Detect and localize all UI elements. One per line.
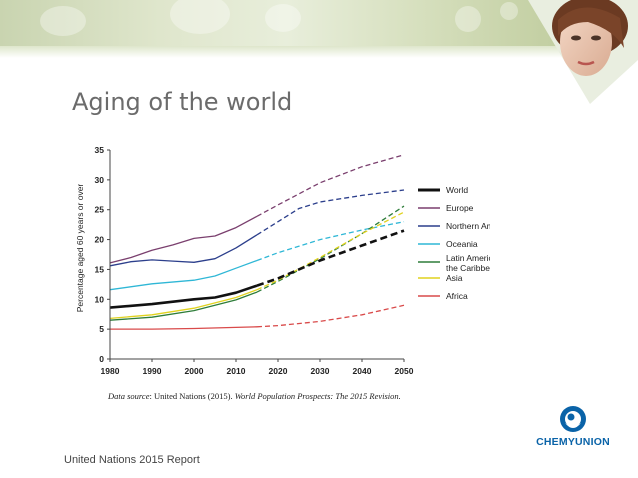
series-projection-latin-america-and-the-caribbean [256,205,405,293]
series-line-oceania [109,259,258,291]
slide-title: Aging of the world [72,88,293,116]
x-tick-label: 2010 [227,366,246,376]
x-axis: 1980 1990 2000 2010 2020 2030 2040 2050 [101,358,414,376]
data-source-title: World Population Prospects: The 2015 Rev… [234,391,401,401]
y-tick-label: 0 [99,354,104,364]
x-tick-label: 1990 [143,366,162,376]
data-source-citation: : United Nations (2015). [149,391,235,401]
legend-label-world: World [446,185,468,195]
x-tick-label: 2000 [185,366,204,376]
legend-label-oceania: Oceania [446,239,478,249]
series-line-northern-america [109,234,258,267]
y-tick-label: 15 [95,264,105,274]
legend-label-northern-america: Northern America [446,221,490,231]
series-line-europe [109,215,258,264]
chemyunion-logo: CHEMYUNION [532,405,614,451]
y-tick-label: 25 [95,205,105,215]
logo-text: CHEMYUNION [536,436,610,448]
x-tick-label: 2020 [269,366,288,376]
x-tick-label: 2030 [311,366,330,376]
series-line-latin-america-and-the-caribbean [109,291,258,321]
y-tick-label: 10 [95,294,105,304]
series-projection-africa [256,304,405,328]
series-line-asia [109,289,258,320]
chemyunion-logo-icon [560,406,586,432]
series-projection-northern-america [256,189,405,236]
series-projection-oceania [256,221,405,262]
y-tick-label: 35 [95,145,105,155]
series-line-world [109,284,258,309]
series-projection-world [256,229,405,287]
plot-area [109,154,405,330]
y-axis: 0 5 10 15 20 25 30 35 [95,145,111,364]
footer-source: United Nations 2015 Report [64,454,200,466]
aging-line-chart: Percentage aged 60 years or over 1980 199… [75,145,490,376]
legend-label-europe: Europe [446,203,474,213]
data-source-label: Data source [108,391,150,401]
legend: World Europe Northern America Oceania Latin … [418,185,490,301]
data-source-note: Data source: United Nations (2015). Worl… [108,391,401,401]
banner-fade [0,46,638,58]
series-line-africa [110,326,258,330]
woman-portrait-image [528,0,638,104]
x-tick-label: 2050 [395,366,414,376]
y-tick-label: 5 [99,324,104,334]
series-projection-europe [256,154,405,217]
x-tick-label: 2040 [353,366,372,376]
y-axis-label: Percentage aged 60 years or over [75,184,85,313]
x-tick-label: 1980 [101,366,120,376]
y-tick-label: 20 [95,235,105,245]
y-tick-label: 30 [95,175,105,185]
header-banner [0,0,638,46]
legend-label-latin-america-and-the-caribbean: Latin America andthe Caribbean [446,253,490,273]
y-axis-title: Percentage aged 60 years or over [75,184,85,313]
legend-label-africa: Africa [446,291,468,301]
legend-label-asia: Asia [446,273,463,283]
